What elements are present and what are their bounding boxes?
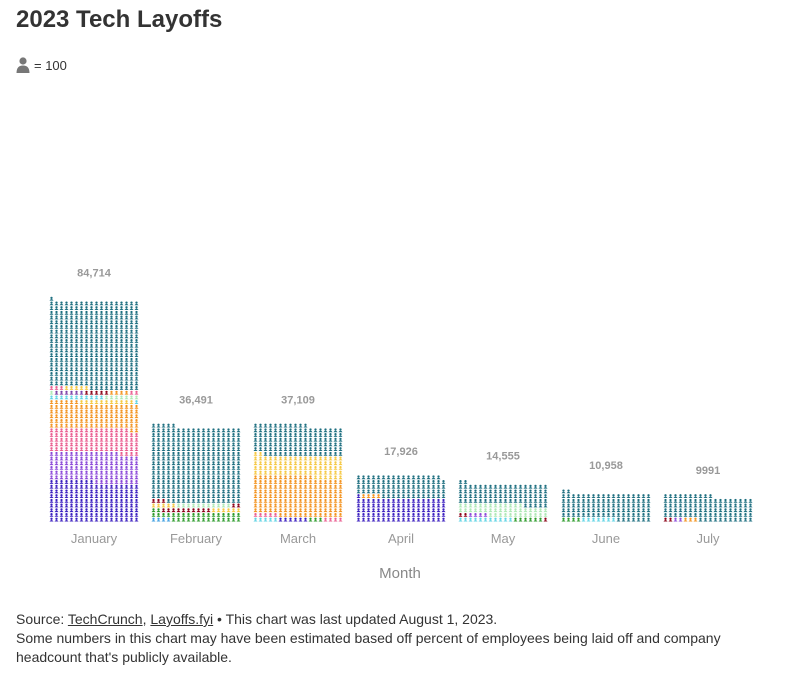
source-disclaimer: Some numbers in this chart may have been…	[16, 630, 721, 665]
segment-february-0	[151, 517, 171, 522]
segment-january-10	[49, 386, 139, 395]
total-label-april: 17,926	[384, 446, 418, 458]
x-tick-june: June	[592, 531, 620, 546]
segment-june-1	[581, 517, 616, 522]
segment-may-2	[458, 512, 548, 522]
source-note: Source: TechCrunch, Layoffs.fyi • This c…	[16, 610, 786, 667]
segment-january-12	[49, 296, 139, 390]
x-tick-july: July	[696, 531, 720, 546]
x-tick-january: January	[71, 531, 118, 546]
segment-february-4	[176, 503, 231, 508]
segment-february-2	[161, 508, 211, 513]
x-tick-march: March	[280, 531, 316, 546]
segment-january-7	[54, 390, 84, 395]
segment-march-3	[253, 512, 343, 522]
total-label-july: 9991	[696, 465, 720, 477]
bar-july	[663, 494, 753, 522]
segment-march-6	[253, 423, 343, 456]
x-axis-title: Month	[379, 565, 421, 582]
person-icon	[16, 57, 30, 73]
segment-march-2	[308, 517, 323, 522]
legend: = 100	[16, 55, 67, 75]
bar-march	[253, 423, 343, 522]
source-prefix: Source:	[16, 611, 68, 627]
segment-april-2	[356, 475, 446, 498]
total-label-march: 37,109	[281, 394, 315, 406]
segment-may-5	[458, 480, 548, 508]
segment-january-8	[84, 390, 109, 395]
segment-january-11	[64, 386, 89, 390]
segment-march-5	[253, 451, 343, 480]
segment-january-5	[49, 395, 139, 404]
source-link-techcrunch[interactable]: TechCrunch	[67, 611, 143, 627]
bar-june	[561, 489, 651, 522]
total-label-february: 36,491	[179, 394, 213, 406]
segment-january-2	[49, 428, 139, 456]
segment-april-0	[356, 494, 446, 522]
segment-july-1	[673, 517, 683, 522]
segment-january-3	[49, 400, 139, 433]
legend-label: = 100	[34, 57, 67, 73]
x-tick-april: April	[388, 531, 414, 546]
source-link-layoffs[interactable]: Layoffs.fyi	[150, 611, 214, 627]
segment-february-5	[151, 498, 241, 508]
segment-may-4	[458, 503, 548, 517]
segment-january-4	[79, 400, 134, 404]
segment-march-4	[253, 475, 343, 517]
bar-february	[151, 423, 241, 522]
total-label-may: 14,555	[486, 451, 520, 463]
bar-may	[458, 480, 548, 522]
chart-title: 2023 Tech Layoffs	[16, 6, 223, 33]
segment-january-1	[49, 451, 139, 484]
total-label-june: 10,958	[589, 460, 623, 472]
segment-july-2	[683, 517, 698, 522]
segment-may-0	[458, 517, 513, 522]
segment-march-1	[278, 517, 308, 522]
segment-february-3	[151, 503, 241, 513]
segment-february-1	[151, 508, 241, 522]
segment-june-0	[561, 517, 581, 522]
x-tick-may: May	[491, 531, 516, 546]
segment-may-3	[468, 512, 488, 517]
bar-april	[356, 475, 446, 522]
segment-july-0	[663, 517, 673, 522]
total-label-january: 84,714	[77, 267, 112, 279]
source-separator: ,	[142, 611, 151, 627]
segment-may-1	[513, 517, 543, 522]
segment-july-3	[663, 494, 753, 522]
segment-january-9	[109, 390, 129, 395]
segment-april-1	[361, 494, 381, 498]
segment-january-0	[49, 480, 139, 522]
segment-january-6	[49, 390, 139, 400]
x-tick-february: February	[170, 531, 223, 546]
source-suffix: • This chart was last updated August 1, …	[213, 611, 498, 627]
segment-february-6	[151, 423, 241, 503]
bar-january	[49, 296, 139, 522]
segment-march-0	[253, 517, 278, 522]
isotype-chart: 84,714 January 36,491 February 37,109 March 17…	[49, 267, 753, 582]
segment-june-2	[561, 489, 651, 522]
